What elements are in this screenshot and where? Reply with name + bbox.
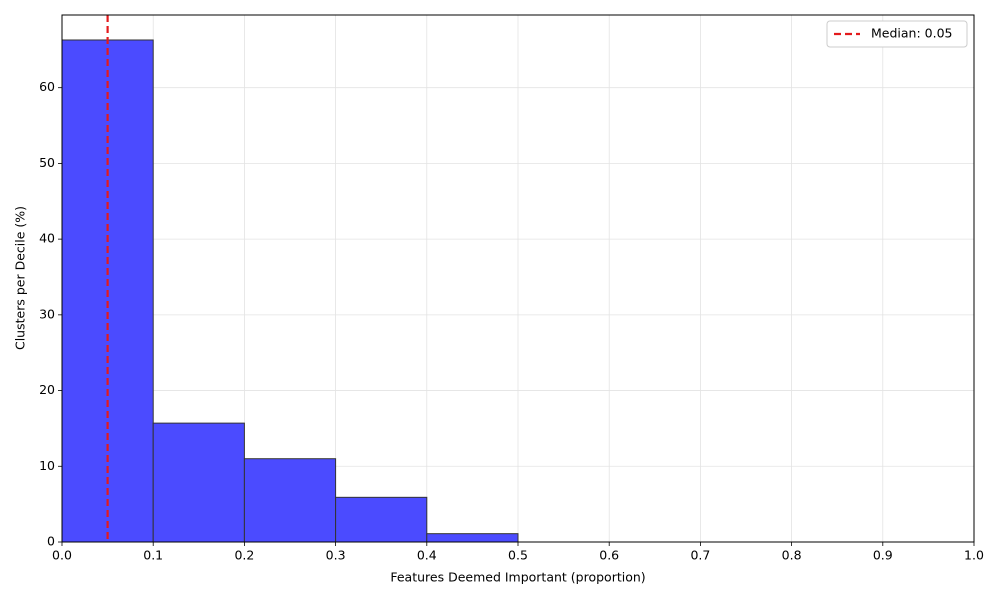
y-tick-label: 30 [39,306,55,321]
y-axis-label: Clusters per Decile (%) [13,206,28,350]
x-tick-label: 0.5 [508,548,528,563]
x-tick-label: 0.6 [599,548,619,563]
x-tick-label: 0.2 [234,548,254,563]
x-tick-label: 1.0 [964,548,984,563]
x-tick-label: 0.4 [417,548,437,563]
legend-label: Median: 0.05 [871,26,952,41]
plot-frame [61,14,975,543]
x-axis-label: Features Deemed Important (proportion) [390,570,645,585]
x-tick-label: 0.8 [782,548,802,563]
x-tick-label: 0.9 [873,548,893,563]
bar [243,458,337,543]
y-tick-label: 0 [47,534,55,549]
x-tick-label: 0.1 [143,548,163,563]
legend-box [826,20,968,48]
bar [152,422,245,543]
x-tick-label: 0.7 [690,548,710,563]
y-tick-label: 10 [39,458,55,473]
bar [335,496,428,543]
bar [426,533,519,543]
y-tick-label: 40 [39,231,55,246]
x-tick-label: 0.3 [326,548,346,563]
y-tick-label: 20 [39,382,55,397]
x-tick-label: 0.0 [52,548,72,563]
y-tick-label: 50 [39,155,55,170]
y-tick-label: 60 [39,79,55,94]
